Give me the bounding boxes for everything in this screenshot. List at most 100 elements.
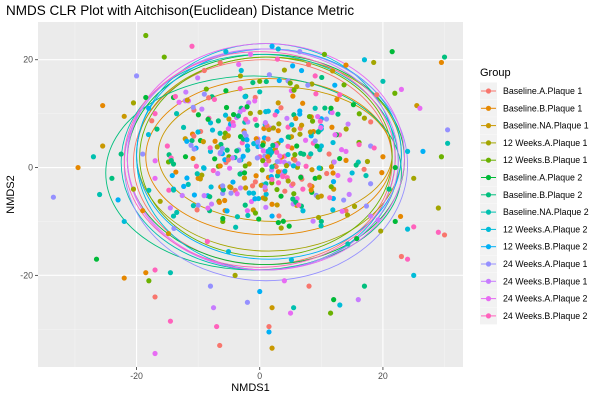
data-point	[152, 267, 158, 273]
data-point	[140, 208, 146, 214]
data-point	[374, 92, 380, 98]
data-point	[392, 218, 398, 225]
y-axis-label: NMDS2	[5, 175, 17, 214]
data-point	[262, 196, 268, 202]
data-point	[265, 154, 271, 160]
data-point	[195, 112, 202, 118]
data-point	[347, 177, 353, 183]
data-point	[230, 179, 236, 185]
y-tick-label: 20	[23, 55, 33, 65]
data-point	[205, 116, 211, 122]
legend-key-point	[485, 296, 492, 302]
data-point	[188, 142, 194, 148]
data-point	[338, 147, 345, 153]
data-point	[317, 147, 323, 153]
data-point	[208, 184, 214, 190]
data-point	[312, 73, 318, 79]
data-point	[183, 89, 189, 95]
data-point	[266, 158, 272, 164]
data-point	[305, 61, 312, 68]
data-point	[309, 118, 316, 124]
data-point	[266, 329, 272, 335]
data-point	[224, 147, 230, 153]
data-point	[212, 138, 218, 144]
data-point	[190, 203, 196, 209]
y-tick-label: -20	[20, 270, 33, 280]
data-point	[289, 122, 295, 128]
data-point	[435, 229, 441, 235]
data-point	[207, 194, 213, 200]
points-layer	[50, 32, 451, 357]
data-point	[312, 105, 318, 111]
data-point	[337, 302, 343, 308]
data-point	[343, 157, 349, 163]
data-point	[252, 210, 259, 216]
data-point	[208, 201, 215, 207]
data-point	[201, 193, 207, 199]
legend-key-point	[485, 226, 492, 232]
data-point	[318, 218, 324, 225]
data-point	[344, 212, 351, 218]
data-point	[398, 253, 405, 260]
data-point	[290, 181, 296, 187]
data-point	[328, 164, 335, 170]
data-point	[194, 207, 200, 213]
data-point	[121, 275, 127, 281]
group-ellipse	[126, 43, 405, 271]
legend-label: Baseline.NA.Plaque 2	[503, 207, 589, 217]
data-point	[237, 73, 244, 79]
data-point	[298, 150, 304, 156]
data-point	[225, 133, 231, 139]
data-point	[217, 149, 224, 155]
data-point	[441, 54, 448, 60]
ellipse-layer	[105, 43, 409, 282]
data-point	[130, 186, 137, 192]
data-point	[327, 195, 333, 201]
data-point	[236, 61, 242, 68]
data-point	[231, 122, 237, 129]
legend-key-point	[485, 261, 492, 267]
data-point	[285, 143, 291, 149]
data-point	[172, 93, 178, 100]
data-point	[297, 49, 303, 55]
data-point	[252, 98, 258, 104]
legend-key-point	[485, 278, 492, 284]
data-point	[278, 193, 284, 199]
data-point	[130, 100, 137, 106]
data-point	[361, 283, 368, 289]
data-point	[205, 205, 211, 211]
data-point	[287, 80, 293, 86]
data-point	[318, 125, 324, 131]
legend-key-point	[485, 192, 492, 198]
data-point	[368, 119, 374, 125]
data-point	[361, 166, 367, 172]
data-point	[330, 68, 336, 74]
data-point	[257, 89, 263, 95]
data-point	[282, 168, 288, 174]
data-point	[207, 283, 214, 289]
data-point	[252, 196, 258, 202]
data-point	[266, 72, 272, 78]
data-point	[368, 181, 374, 187]
data-point	[438, 59, 445, 66]
data-point	[363, 172, 369, 179]
data-point	[438, 154, 445, 160]
data-point	[140, 151, 146, 157]
data-point	[276, 121, 282, 127]
x-tick-label: 0	[257, 371, 262, 381]
data-point	[220, 215, 226, 222]
data-point	[143, 270, 149, 276]
data-point	[337, 92, 343, 98]
y-axis-ticks: -20 0 20	[20, 55, 38, 280]
legend-key-point	[485, 140, 492, 146]
data-point	[363, 203, 370, 209]
data-point	[275, 128, 281, 134]
legend-label: 24 Weeks.B.Plaque 2	[503, 311, 588, 321]
data-point	[345, 121, 351, 127]
data-point	[270, 142, 276, 148]
data-point	[237, 109, 243, 115]
data-point	[207, 145, 213, 151]
data-point	[329, 109, 335, 116]
data-point	[280, 173, 286, 180]
data-point	[331, 159, 337, 165]
